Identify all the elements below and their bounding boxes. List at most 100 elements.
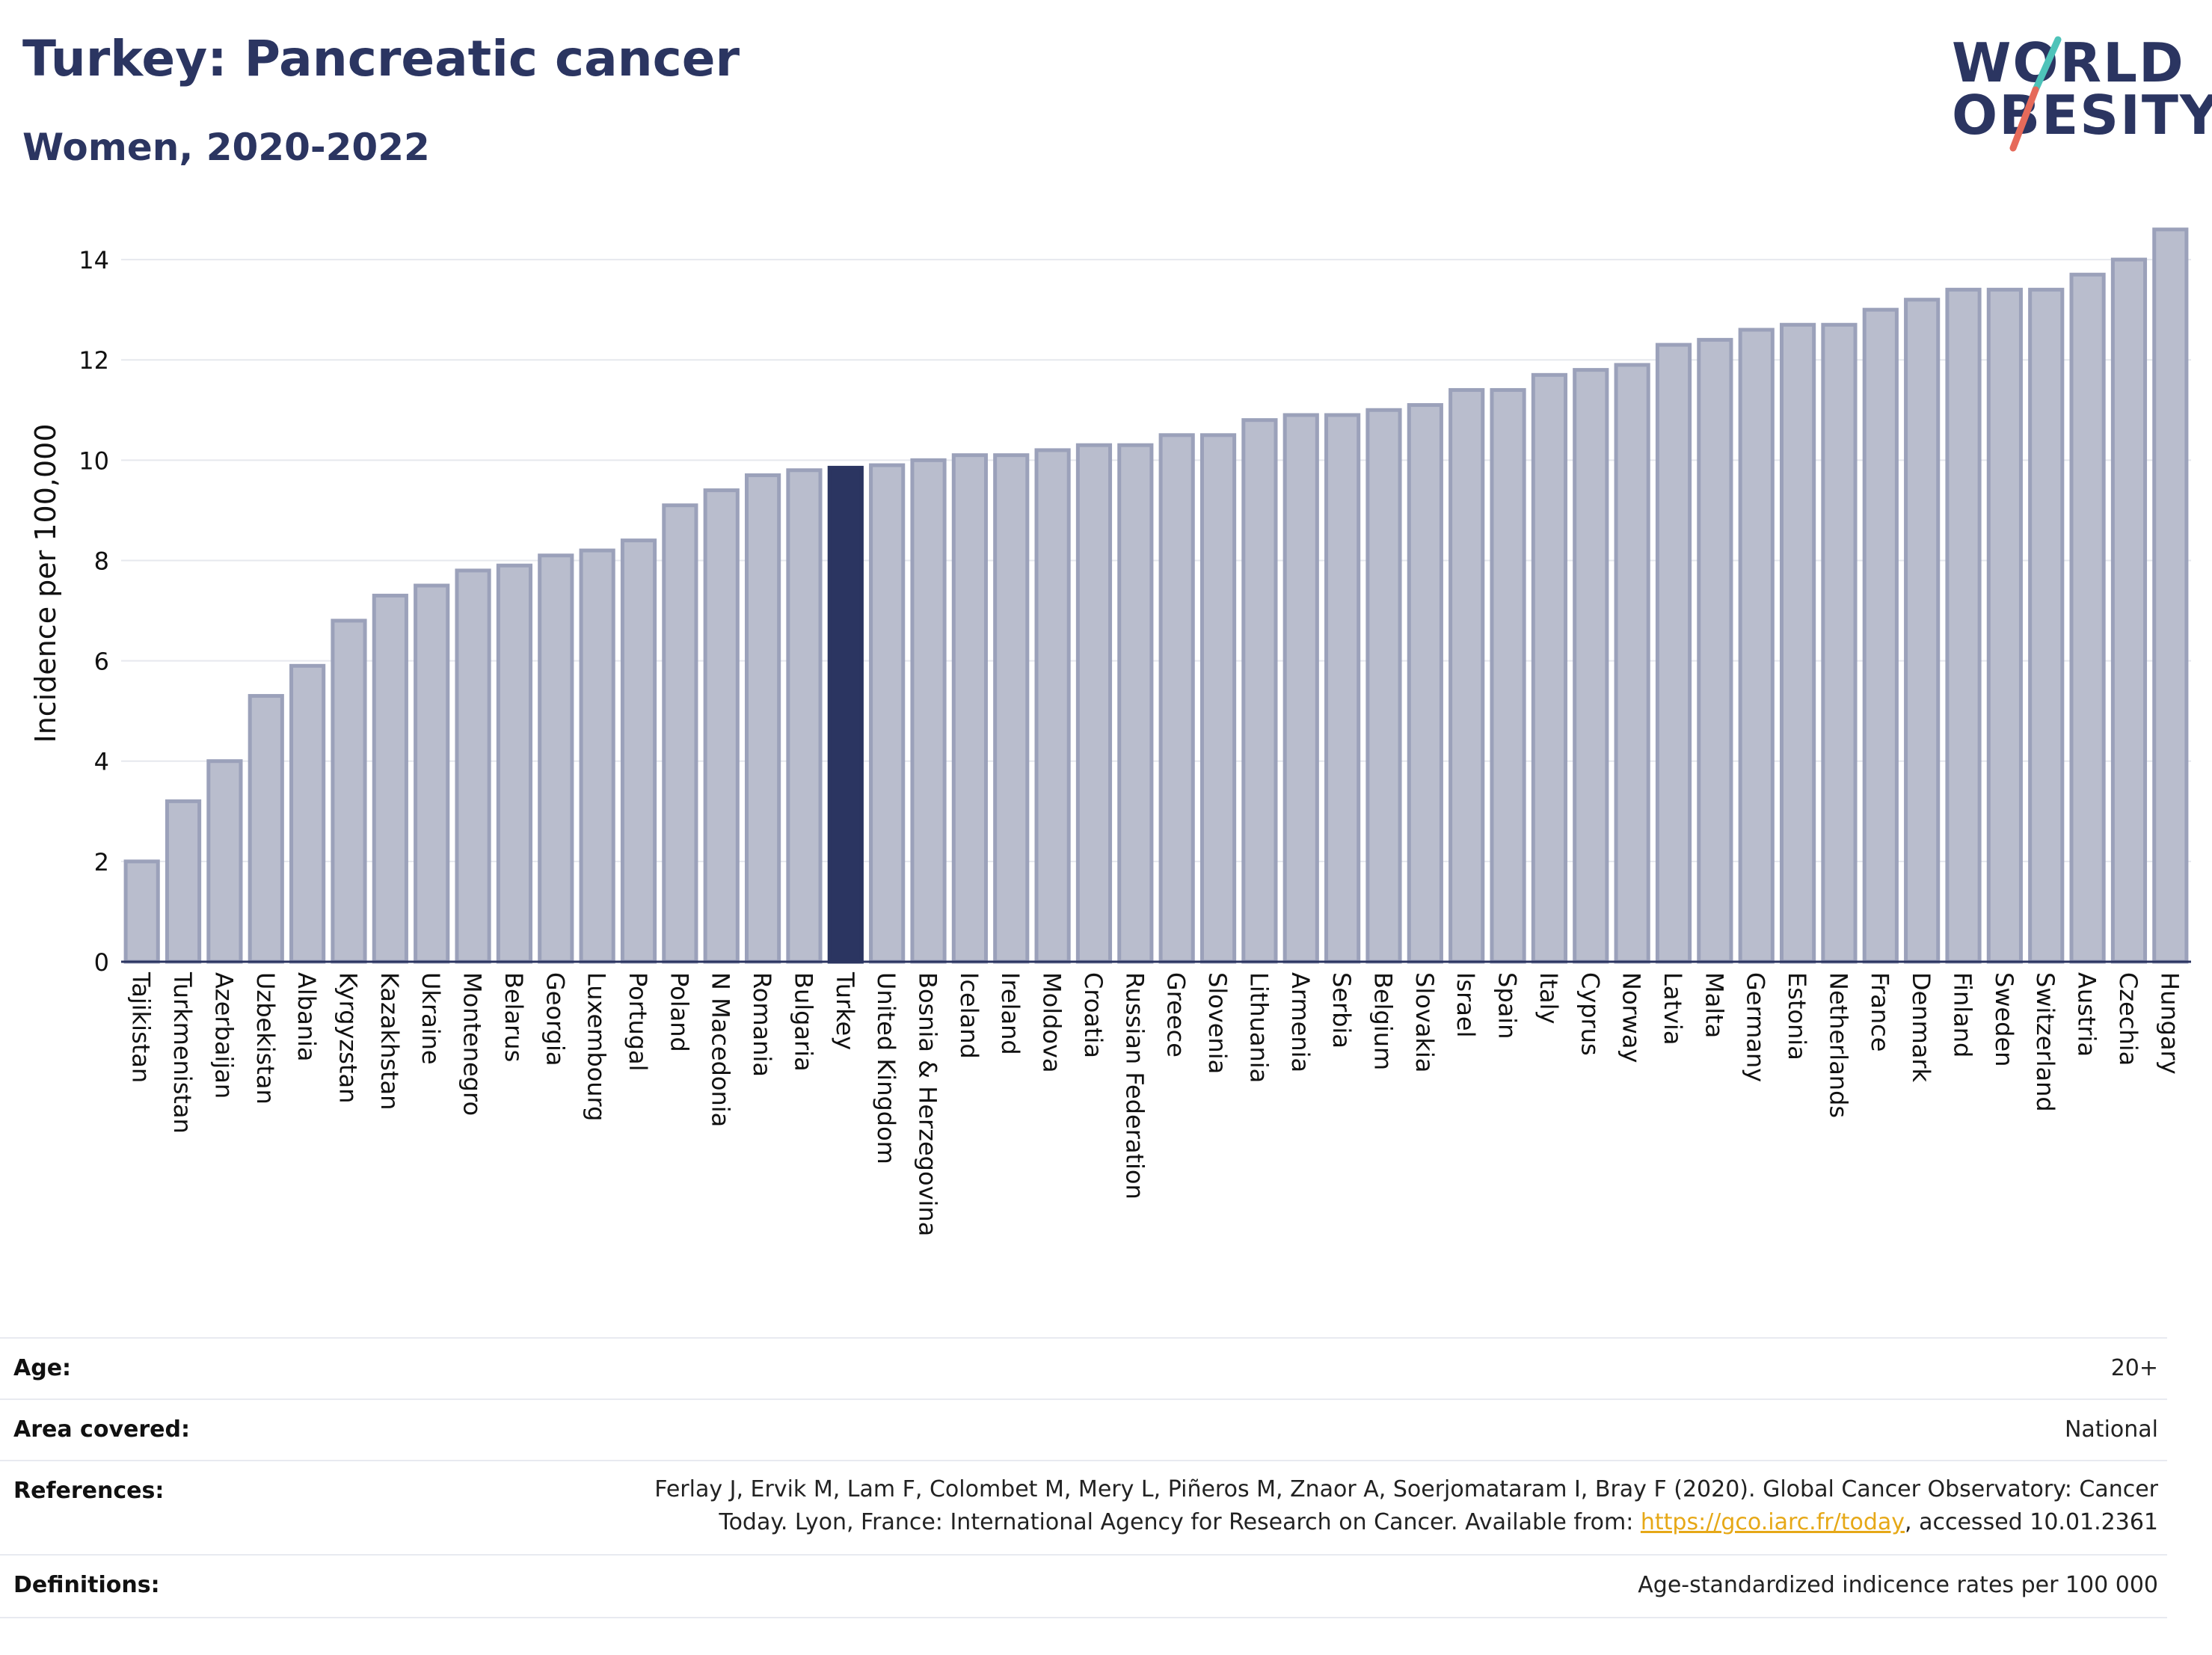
bar-slovakia	[1407, 403, 1443, 964]
logo-line-2: OBESITY	[1952, 84, 2212, 147]
bar-malta	[1697, 337, 1733, 964]
bar-belarus	[496, 563, 533, 964]
y-tick-label: 10	[79, 446, 109, 475]
axes: 0 2 4 6 8 10 12 14 Tajikistan Turkmenistan Azerbai…	[79, 246, 2191, 1236]
x-tick-label: Greece	[1162, 972, 1191, 1057]
bar-portugal	[620, 538, 657, 964]
bar-united-kingdom	[869, 463, 906, 964]
y-tick-label: 4	[94, 748, 109, 776]
bar-spain	[1490, 387, 1526, 964]
bar-austria	[2069, 272, 2106, 964]
y-tick-label: 0	[94, 948, 109, 977]
x-tick-label: Spain	[1493, 972, 1522, 1039]
y-tick-label: 12	[79, 346, 109, 375]
x-tick-label: Latvia	[1659, 972, 1687, 1045]
bar-cyprus	[1573, 368, 1609, 964]
reference-link[interactable]: https://gco.iarc.fr/today	[1640, 1509, 1905, 1535]
bar-turkmenistan	[165, 799, 202, 964]
x-tick-label: Finland	[1949, 972, 1977, 1057]
meta-area-value: National	[2064, 1416, 2158, 1443]
x-tick-label: Kazakhstan	[375, 972, 404, 1110]
x-tick-label: Uzbekistan	[251, 972, 280, 1105]
x-tick-label: Austria	[2073, 972, 2101, 1057]
x-tick-label: Lithuania	[1244, 972, 1273, 1083]
y-tick-label: 14	[79, 246, 109, 274]
bar-italy	[1531, 372, 1568, 964]
bar-germany	[1738, 328, 1775, 964]
x-tick-label: Serbia	[1327, 972, 1356, 1048]
logo-line-1: WORLD	[1952, 31, 2185, 94]
x-tick-label: Slovenia	[1203, 972, 1232, 1074]
bar-netherlands	[1821, 322, 1858, 964]
x-tick-label: Israel	[1451, 972, 1480, 1037]
meta-row-definitions: Definitions: Age-standardized indicence …	[0, 1554, 2167, 1618]
bar-serbia	[1324, 413, 1361, 964]
bar-norway	[1614, 363, 1650, 964]
bar-kyrgyzstan	[331, 618, 367, 964]
bar-iceland	[951, 453, 988, 964]
bar-ukraine	[414, 583, 450, 964]
x-tick-label: Iceland	[955, 972, 983, 1059]
x-tick-label: Montenegro	[458, 972, 487, 1116]
x-tick-label: Croatia	[1079, 972, 1107, 1058]
x-tick-label: N Macedonia	[707, 972, 735, 1127]
x-tick-label: Hungary	[2155, 972, 2184, 1075]
y-tick-label: 2	[94, 848, 109, 876]
x-tick-label: Russian Federation	[1120, 972, 1149, 1200]
y-tick-label: 8	[94, 547, 109, 575]
x-tick-label: Netherlands	[1824, 972, 1852, 1118]
bar-denmark	[1904, 298, 1941, 964]
bars	[123, 227, 2189, 964]
bar-israel	[1448, 387, 1485, 964]
y-axis-label: Incidence per 100,000	[29, 423, 62, 743]
bar-azerbaijan	[206, 759, 243, 964]
bar-greece	[1158, 433, 1195, 964]
meta-age-value: 20+	[2110, 1355, 2158, 1381]
x-tick-label: Germany	[1742, 972, 1770, 1082]
x-tick-label: Romania	[748, 972, 776, 1077]
x-tick-label: France	[1866, 972, 1894, 1051]
bar-kazakhstan	[372, 593, 408, 964]
meta-references-value: Ferlay J, Ervik M, Lam F, Colombet M, Me…	[654, 1473, 2158, 1539]
x-tick-label: Ireland	[996, 972, 1024, 1055]
meta-row-age: Age: 20+	[0, 1337, 2167, 1400]
bar-montenegro	[455, 568, 491, 964]
x-tick-label: Estonia	[1783, 972, 1811, 1060]
bar-turkey	[827, 465, 864, 964]
bar-bosnia-herzegovina	[910, 458, 947, 964]
bar-armenia	[1282, 413, 1319, 964]
x-tick-label: Switzerland	[2031, 972, 2059, 1112]
bar-n-macedonia	[703, 488, 740, 964]
x-tick-label: Belarus	[500, 972, 528, 1062]
meta-references-label: References:	[13, 1478, 165, 1504]
logo-slash-icon	[2009, 36, 2062, 152]
meta-definitions-value: Age-standardized indicence rates per 100…	[1638, 1572, 2158, 1598]
x-tick-label: Turkey	[831, 971, 859, 1050]
x-tick-label: Czechia	[2114, 972, 2142, 1066]
bar-france	[1862, 307, 1899, 964]
bar-chart: 0 2 4 6 8 10 12 14 Tajikistan Turkmenistan Azerbai…	[29, 227, 2191, 1236]
x-tick-label: Armenia	[1286, 972, 1315, 1072]
x-tick-label: Tajikistan	[127, 971, 156, 1083]
bar-slovenia	[1199, 433, 1237, 964]
bar-hungary	[2152, 227, 2189, 964]
meta-row-area: Area covered: National	[0, 1398, 2167, 1461]
bar-moldova	[1034, 448, 1071, 964]
x-tick-label: Cyprus	[1576, 972, 1604, 1056]
chart-title: Turkey: Pancreatic cancer	[22, 30, 740, 87]
reference-line-2-end: , accessed 10.01.2361	[1905, 1509, 2158, 1535]
meta-age-label: Age:	[13, 1355, 72, 1381]
x-tick-label: Poland	[665, 972, 693, 1052]
bar-georgia	[538, 553, 574, 964]
bar-russian-federation	[1117, 443, 1154, 964]
x-tick-label: Slovakia	[1410, 972, 1439, 1072]
y-tick-label: 6	[94, 648, 109, 676]
x-tick-label: Portugal	[624, 972, 652, 1072]
bar-lithuania	[1241, 418, 1278, 964]
bar-bulgaria	[786, 468, 823, 964]
bar-luxembourg	[579, 548, 615, 964]
x-tick-label: Denmark	[1907, 972, 1935, 1083]
bar-tajikistan	[123, 859, 160, 964]
meta-definitions-label: Definitions:	[13, 1572, 160, 1598]
bar-sweden	[1986, 287, 2023, 964]
